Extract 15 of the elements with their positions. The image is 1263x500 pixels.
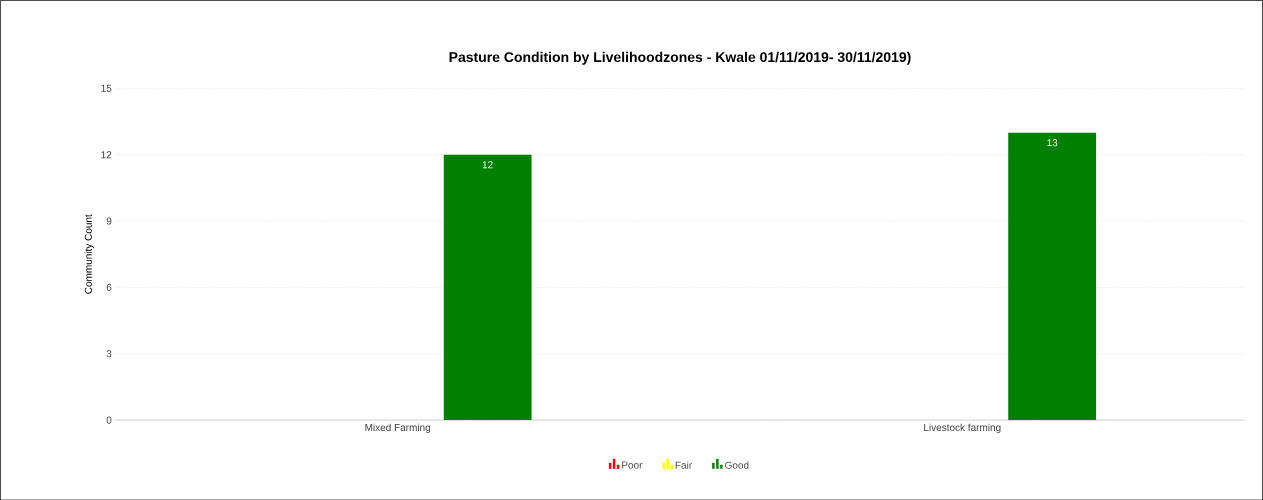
data-label: 13 (1047, 138, 1058, 146)
x-tick-label: Livestock farming (924, 423, 1001, 433)
y-tick-label: 15 (101, 84, 112, 92)
y-tick-label: 0 (106, 416, 112, 424)
y-tick-label: 3 (106, 350, 112, 358)
legend-label: Poor (622, 461, 643, 469)
x-tick-label: Mixed Farming (365, 423, 431, 433)
y-tick-label: 12 (101, 150, 112, 158)
legend-label: Good (725, 461, 749, 469)
data-label: 12 (482, 160, 493, 168)
legend-label: Fair (675, 461, 692, 469)
y-tick-label: 6 (106, 283, 112, 291)
chart-title: Pasture Condition by Livelihoodzones - Kwale 01/11/2019- 30/11/2019) (449, 51, 911, 65)
y-tick-label: 9 (106, 217, 112, 225)
y-axis-title: Community Count (84, 214, 94, 294)
